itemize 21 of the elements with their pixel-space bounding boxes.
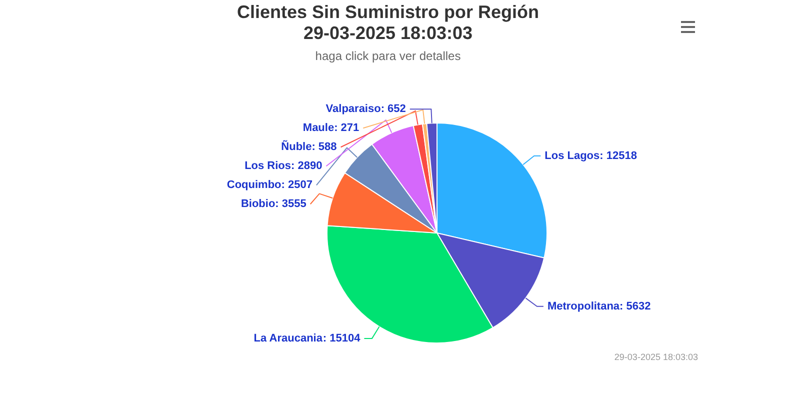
data-label: : 2890 (291, 160, 322, 172)
chart-subtitle: haga click para ver detalles (315, 49, 461, 63)
data-label: : 2507 (281, 179, 312, 192)
chart-title: Clientes Sin Suministro por Región 29-03-2025 18:03:03 (236, 2, 540, 43)
data-label: : 652 (380, 103, 406, 116)
slice-label: Los Lagos (544, 150, 600, 162)
slice-label: Biobio (240, 198, 276, 210)
slice-label: Metropolitana (547, 300, 620, 312)
text: 29-03-2025 18:03:03 (614, 352, 698, 362)
data-label: : 588 (312, 141, 337, 154)
slice-label: Ñuble (281, 140, 312, 154)
slice-label: Los Rios (244, 160, 292, 172)
data-label: : 271 (334, 122, 360, 134)
slice-label: Coquimbo (226, 179, 282, 192)
slice-label: La Araucania (254, 332, 324, 345)
data-label: : 5632 (620, 300, 651, 312)
slice-label: Maule (302, 122, 334, 134)
data-label: : 12518 (600, 150, 637, 162)
data-label: : 15104 (322, 332, 362, 345)
slice-label: Valparaiso (326, 103, 382, 116)
data-label: : 3555 (275, 198, 306, 210)
